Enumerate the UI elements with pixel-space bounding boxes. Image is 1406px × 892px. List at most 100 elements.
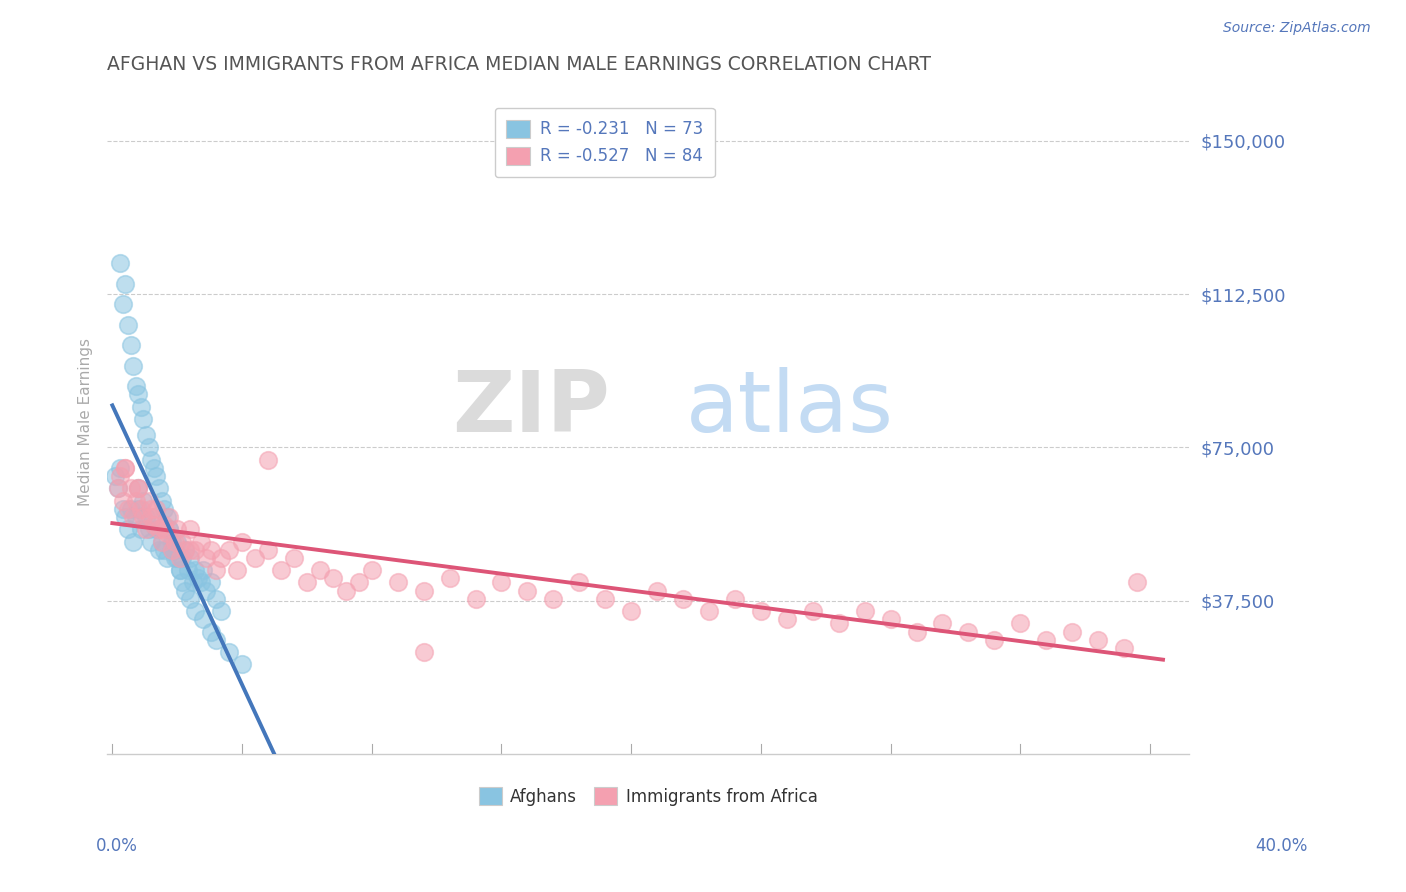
Point bbox=[200, 542, 222, 557]
Point bbox=[108, 461, 131, 475]
Point bbox=[108, 469, 131, 483]
Point bbox=[190, 534, 212, 549]
Point bbox=[163, 542, 186, 557]
Point bbox=[135, 522, 157, 536]
Point bbox=[132, 412, 155, 426]
Point bbox=[142, 518, 165, 533]
Point bbox=[243, 550, 266, 565]
Point bbox=[184, 604, 207, 618]
Point bbox=[163, 550, 186, 565]
Point bbox=[150, 534, 173, 549]
Point bbox=[645, 583, 668, 598]
Text: 0.0%: 0.0% bbox=[96, 837, 138, 855]
Point bbox=[218, 645, 240, 659]
Point bbox=[187, 571, 209, 585]
Point bbox=[200, 624, 222, 639]
Point bbox=[931, 616, 953, 631]
Point bbox=[129, 501, 152, 516]
Point bbox=[697, 604, 720, 618]
Point bbox=[148, 481, 170, 495]
Point bbox=[114, 461, 136, 475]
Point bbox=[412, 583, 434, 598]
Point bbox=[156, 510, 179, 524]
Point bbox=[166, 534, 188, 549]
Point bbox=[1062, 624, 1084, 639]
Point bbox=[176, 563, 198, 577]
Point bbox=[209, 604, 232, 618]
Point bbox=[141, 452, 163, 467]
Point bbox=[122, 359, 145, 373]
Point bbox=[157, 522, 180, 536]
Point bbox=[127, 481, 149, 495]
Point bbox=[879, 612, 901, 626]
Point bbox=[439, 571, 461, 585]
Point bbox=[776, 612, 799, 626]
Point bbox=[205, 591, 228, 606]
Point bbox=[412, 645, 434, 659]
Point bbox=[117, 318, 139, 332]
Point bbox=[172, 534, 194, 549]
Y-axis label: Median Male Earnings: Median Male Earnings bbox=[79, 338, 93, 506]
Point bbox=[218, 542, 240, 557]
Point bbox=[257, 542, 280, 557]
Point bbox=[153, 518, 176, 533]
Point bbox=[127, 501, 149, 516]
Point bbox=[125, 510, 148, 524]
Point bbox=[129, 400, 152, 414]
Point bbox=[166, 522, 188, 536]
Point bbox=[270, 563, 292, 577]
Point bbox=[179, 550, 201, 565]
Point bbox=[108, 256, 131, 270]
Point bbox=[387, 575, 409, 590]
Point bbox=[749, 604, 772, 618]
Point bbox=[1112, 640, 1135, 655]
Point bbox=[1010, 616, 1032, 631]
Point bbox=[114, 461, 136, 475]
Point bbox=[169, 563, 191, 577]
Point bbox=[160, 542, 183, 557]
Point bbox=[957, 624, 980, 639]
Point bbox=[127, 481, 149, 495]
Point bbox=[145, 501, 167, 516]
Point bbox=[129, 522, 152, 536]
Point bbox=[141, 510, 163, 524]
Point bbox=[724, 591, 747, 606]
Point bbox=[231, 657, 253, 672]
Point bbox=[191, 612, 214, 626]
Point bbox=[145, 522, 167, 536]
Point bbox=[172, 575, 194, 590]
Point bbox=[160, 534, 183, 549]
Legend: Afghans, Immigrants from Africa: Afghans, Immigrants from Africa bbox=[472, 780, 824, 813]
Point bbox=[828, 616, 851, 631]
Point bbox=[283, 550, 305, 565]
Point bbox=[138, 441, 160, 455]
Point bbox=[801, 604, 824, 618]
Point bbox=[169, 550, 191, 565]
Point bbox=[568, 575, 591, 590]
Point bbox=[142, 461, 165, 475]
Point bbox=[184, 563, 207, 577]
Point bbox=[148, 522, 170, 536]
Point bbox=[150, 493, 173, 508]
Point bbox=[120, 501, 142, 516]
Point bbox=[127, 387, 149, 401]
Point bbox=[1126, 575, 1149, 590]
Point bbox=[122, 534, 145, 549]
Point bbox=[107, 481, 129, 495]
Point bbox=[231, 534, 253, 549]
Point bbox=[141, 534, 163, 549]
Point bbox=[322, 571, 344, 585]
Text: ZIP: ZIP bbox=[453, 368, 610, 450]
Point bbox=[491, 575, 513, 590]
Point bbox=[309, 563, 332, 577]
Text: atlas: atlas bbox=[686, 368, 894, 450]
Point bbox=[174, 542, 197, 557]
Point bbox=[225, 563, 247, 577]
Point bbox=[156, 550, 179, 565]
Point bbox=[135, 510, 157, 524]
Point bbox=[163, 534, 186, 549]
Point bbox=[174, 583, 197, 598]
Point bbox=[172, 550, 194, 565]
Point bbox=[853, 604, 876, 618]
Point bbox=[205, 563, 228, 577]
